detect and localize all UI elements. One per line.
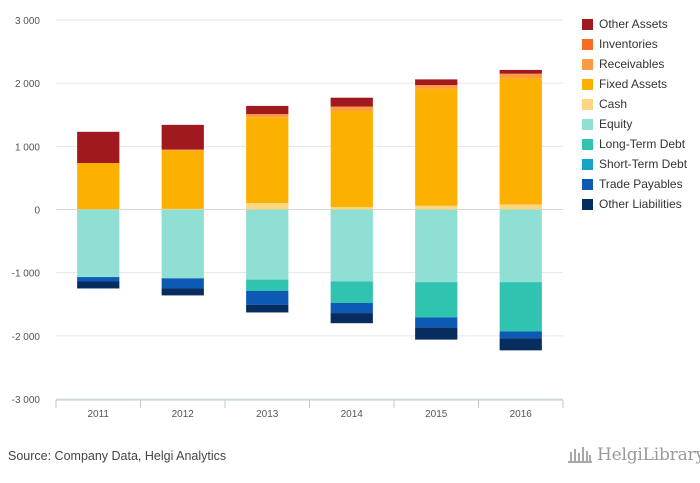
source-note: Source: Company Data, Helgi Analytics — [8, 449, 227, 463]
legend-swatch — [582, 158, 593, 170]
legend-item[interactable]: Fixed Assets — [582, 74, 700, 94]
legend-swatch — [582, 118, 593, 130]
bar-segment — [415, 317, 458, 328]
legend-swatch — [582, 58, 593, 70]
bar-segment — [499, 338, 542, 351]
bar-segment — [330, 281, 373, 303]
x-tick-label: 2013 — [256, 409, 279, 420]
bar-segment — [246, 304, 289, 313]
bar-segment — [499, 331, 542, 339]
legend-item[interactable]: Other Assets — [582, 14, 700, 34]
bar-segment — [330, 209, 373, 282]
legend-label: Short-Term Debt — [599, 157, 688, 171]
y-tick-label: -3 000 — [12, 395, 41, 406]
library-columns-icon — [568, 447, 592, 463]
bar-segment — [330, 110, 373, 207]
legend-swatch — [582, 78, 593, 90]
x-tick-label: 2014 — [341, 409, 364, 420]
legend-swatch — [582, 98, 593, 110]
x-tick-label: 2012 — [172, 409, 195, 420]
bar-segment — [499, 73, 542, 79]
bar-segment — [77, 131, 120, 164]
bar-segment — [161, 208, 204, 210]
bar-segment — [161, 149, 204, 151]
x-tick-label: 2011 — [87, 409, 109, 420]
legend-label: Fixed Assets — [599, 77, 668, 91]
legend-item[interactable]: Inventories — [582, 34, 700, 54]
bar-segment — [246, 117, 289, 204]
legend-item[interactable]: Other Liabilities — [582, 194, 700, 214]
legend-label: Other Assets — [599, 17, 668, 31]
bar-segment — [161, 278, 204, 289]
bar-segment — [161, 288, 204, 296]
legend-item[interactable]: Receivables — [582, 54, 700, 74]
bar-segment — [330, 97, 373, 107]
y-tick-label: 2 000 — [15, 79, 40, 90]
legend-label: Long-Term Debt — [599, 137, 686, 151]
legend-label: Equity — [599, 117, 633, 131]
y-tick-label: 1 000 — [15, 142, 40, 153]
legend-label: Trade Payables — [599, 177, 683, 191]
legend-swatch — [582, 178, 593, 190]
helgi-library-logo[interactable]: HelgiLibrary — [567, 444, 700, 466]
bar-segment — [161, 124, 204, 150]
bar-segment — [499, 78, 542, 205]
bar-segment — [499, 282, 542, 332]
bar-segment — [330, 302, 373, 314]
bar-segment — [246, 203, 289, 210]
legend: Other Assets Inventories Receivables Fix… — [582, 14, 700, 214]
legend-label: Other Liabilities — [599, 197, 682, 211]
bar-segment — [499, 69, 542, 74]
bar-segment — [330, 313, 373, 324]
legend-item[interactable]: Cash — [582, 94, 700, 114]
bar-segment — [246, 279, 289, 291]
bar-segment — [415, 88, 458, 206]
y-tick-label: -1 000 — [12, 269, 41, 280]
bar-segment — [415, 282, 458, 318]
legend-label: Receivables — [599, 57, 665, 71]
bar-segment — [246, 290, 289, 305]
bar-segment — [499, 204, 542, 210]
bar-segment — [246, 209, 289, 280]
legend-swatch — [582, 138, 593, 150]
legend-label: Cash — [599, 97, 628, 111]
legend-item[interactable]: Equity — [582, 114, 700, 134]
bar-segment — [77, 277, 120, 282]
bar-segment — [415, 205, 458, 210]
bar-segment — [246, 114, 289, 118]
bar-segment — [415, 209, 458, 283]
bar-segment — [415, 85, 458, 89]
legend-item[interactable]: Trade Payables — [582, 174, 700, 194]
y-tick-label: 3 000 — [15, 16, 40, 27]
y-tick-label: 0 — [34, 206, 40, 217]
bar-segment — [246, 105, 289, 115]
bar-segment — [161, 150, 204, 209]
legend-label: Inventories — [599, 37, 658, 51]
y-tick-label: -2 000 — [12, 332, 41, 343]
legend-item[interactable]: Short-Term Debt — [582, 154, 700, 174]
bar-segment — [415, 327, 458, 340]
chart-svg: 3 000 2 000 1 000 0 -1 000 -2 000 -3 000 2011 20… — [12, 16, 564, 420]
bar-segment — [330, 106, 373, 111]
bar-segment — [77, 281, 120, 289]
legend-item[interactable]: Long-Term Debt — [582, 134, 700, 154]
legend-swatch — [582, 38, 593, 50]
x-tick-label: 2015 — [425, 409, 448, 420]
legend-swatch — [582, 198, 593, 210]
logo-text: HelgiLibrary — [597, 445, 700, 465]
legend-swatch — [582, 18, 593, 30]
x-tick-label: 2016 — [510, 409, 533, 420]
bar-segment — [499, 209, 542, 283]
bar-segment — [161, 209, 204, 279]
bar-segment — [330, 206, 373, 210]
bar-segment — [415, 79, 458, 86]
bar-segment — [77, 163, 120, 210]
bar-segment — [77, 209, 120, 278]
